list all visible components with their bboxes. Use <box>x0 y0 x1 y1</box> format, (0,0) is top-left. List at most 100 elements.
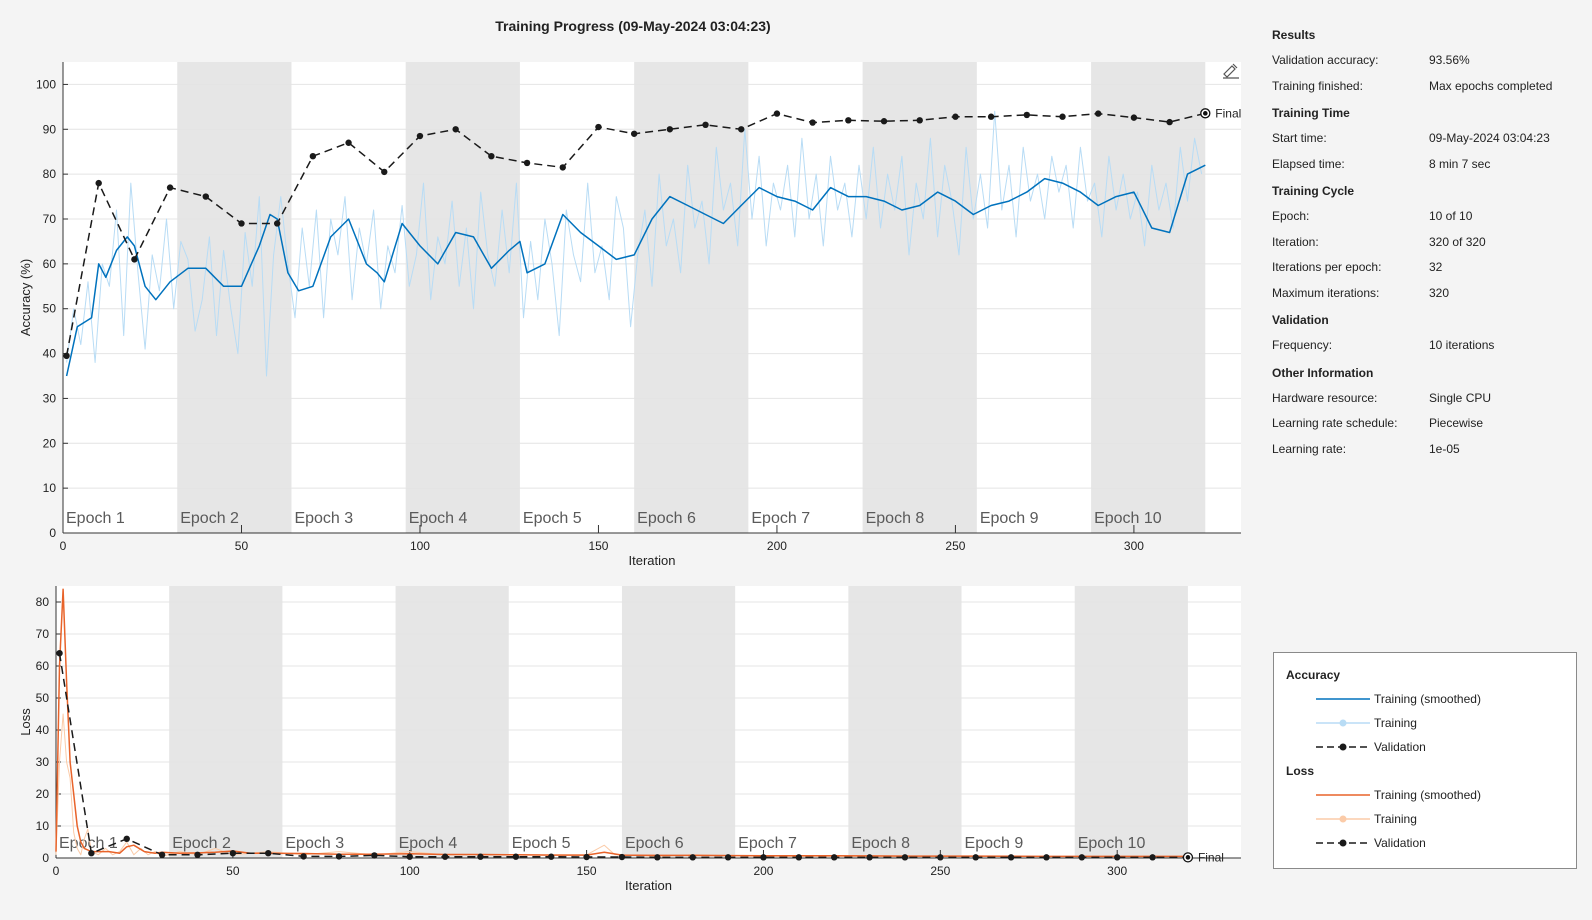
loss-chart[interactable]: Epoch 1 Epoch 2 Epoch 3 Epoch 4 Epoch 5 Epoch… <box>0 580 1260 900</box>
loss-epoch-label: Epoch 10 <box>1078 835 1146 852</box>
loss-validation-point <box>618 853 626 861</box>
loss-epoch-label: Epoch 2 <box>172 835 231 852</box>
legend-line-icon <box>1316 794 1370 796</box>
results-panel: Results Validation accuracy: 93.56% Trainin… <box>1272 24 1572 465</box>
accuracy-validation-point <box>345 139 352 146</box>
results-value: 320 <box>1429 285 1450 300</box>
results-value: 1e-05 <box>1429 441 1460 456</box>
accuracy-chart[interactable]: Epoch 1 Epoch 2 Epoch 3 Epoch 4 Epoch 5 Epoch… <box>0 40 1260 580</box>
accuracy-x-tick-label: 300 <box>1124 539 1144 553</box>
loss-y-tick-label: 0 <box>42 851 49 865</box>
loss-x-tick-label: 100 <box>400 864 420 878</box>
loss-validation-point <box>724 854 732 861</box>
accuracy-validation-point <box>952 113 959 120</box>
results-row: Frequency: 10 iterations <box>1272 336 1572 362</box>
loss-epoch-band <box>621 586 736 858</box>
export-icon-base <box>1223 63 1239 79</box>
loss-epoch-band <box>848 586 962 858</box>
loss-x-tick-label: 300 <box>1107 864 1127 878</box>
loss-validation-point <box>1007 854 1015 861</box>
loss-validation-point <box>371 852 378 859</box>
loss-validation-point <box>406 853 413 860</box>
accuracy-y-tick-label: 50 <box>43 302 57 316</box>
results-label: Learning rate: <box>1272 441 1347 456</box>
accuracy-validation-point <box>666 126 674 133</box>
loss-final-label: Final <box>1198 850 1224 864</box>
accuracy-validation-point <box>273 220 281 227</box>
accuracy-x-tick-label: 200 <box>767 539 787 553</box>
accuracy-x-axis-label: Iteration <box>629 553 676 568</box>
accuracy-epoch-band <box>405 62 520 533</box>
accuracy-y-tick-label: 0 <box>49 526 56 540</box>
results-label: Training finished: <box>1272 78 1363 93</box>
loss-x-tick-label: 250 <box>930 864 950 878</box>
accuracy-epoch-band <box>1091 62 1206 533</box>
loss-validation-point <box>158 851 166 858</box>
accuracy-epoch-label: Epoch 1 <box>66 510 125 527</box>
results-row: Iterations per epoch: 32 <box>1272 258 1572 284</box>
loss-validation-point <box>300 853 307 860</box>
loss-validation-point <box>88 850 95 857</box>
accuracy-validation-point <box>738 126 745 133</box>
loss-x-axis-label: Iteration <box>625 878 672 893</box>
results-row: Iteration: 320 of 320 <box>1272 233 1572 259</box>
loss-validation-point <box>512 853 520 860</box>
accuracy-x-tick-label: 150 <box>588 539 608 553</box>
loss-y-axis-label: Loss <box>18 708 33 736</box>
loss-y-tick-label: 40 <box>36 723 50 737</box>
accuracy-validation-point <box>1130 114 1138 121</box>
accuracy-validation-point <box>559 164 566 171</box>
export-icon[interactable] <box>1223 63 1239 79</box>
results-value: Max epochs completed <box>1429 78 1553 93</box>
accuracy-validation-point <box>773 110 781 117</box>
accuracy-epoch-label: Epoch 4 <box>409 510 468 527</box>
legend-line-icon <box>1316 815 1370 823</box>
accuracy-validation-point <box>381 168 388 176</box>
legend-line-icon <box>1316 839 1370 847</box>
accuracy-x-tick-label: 250 <box>945 539 965 553</box>
accuracy-validation-point <box>1059 113 1066 120</box>
loss-validation-point <box>866 854 873 861</box>
accuracy-validation-point <box>238 220 245 227</box>
results-section-title: Other Information <box>1272 365 1374 380</box>
accuracy-epoch-band <box>177 62 292 533</box>
loss-validation-point <box>937 854 944 861</box>
results-section-title: Validation <box>1272 313 1329 327</box>
accuracy-series-training-smoothed <box>65 164 1206 377</box>
loss-validation-point <box>477 853 484 860</box>
loss-validation-point <box>123 835 130 842</box>
accuracy-validation-point <box>488 153 495 160</box>
accuracy-epoch-label: Epoch 9 <box>980 510 1039 527</box>
results-row: Start time: 09-May-2024 03:04:23 <box>1272 129 1572 155</box>
loss-epoch-band <box>1074 586 1188 858</box>
legend-line-icon <box>1316 743 1370 751</box>
loss-validation-point <box>194 851 201 858</box>
accuracy-validation-point <box>1023 111 1031 119</box>
legend-acc-smoothed: Training (smoothed) <box>1314 690 1481 708</box>
accuracy-validation-point <box>916 117 923 124</box>
loss-epoch-label: Epoch 3 <box>285 835 344 852</box>
loss-validation-point <box>654 854 661 861</box>
loss-epoch-label: Epoch 6 <box>625 835 684 852</box>
results-value: 32 <box>1429 260 1443 274</box>
loss-y-tick-label: 30 <box>36 755 50 769</box>
results-section-title: Training Time <box>1272 106 1350 120</box>
accuracy-validation-point <box>702 121 709 128</box>
loss-validation-point <box>1043 854 1050 861</box>
legend-line-icon <box>1316 698 1370 700</box>
results-row: Maximum iterations: 320 <box>1272 284 1572 310</box>
loss-epoch-label: Epoch 4 <box>399 835 458 852</box>
results-label: Learning rate schedule: <box>1272 416 1398 430</box>
loss-validation-point <box>831 854 838 861</box>
loss-validation-point <box>1113 854 1121 861</box>
legend-acc-training: Training <box>1314 714 1417 732</box>
accuracy-validation-point <box>452 126 459 133</box>
accuracy-y-tick-label: 100 <box>36 77 56 91</box>
loss-validation-point <box>972 854 979 861</box>
accuracy-y-tick-label: 30 <box>43 391 57 405</box>
legend-loss-training: Training <box>1314 810 1417 828</box>
loss-x-tick-label: 200 <box>753 864 773 878</box>
accuracy-epoch-label: Epoch 6 <box>637 510 696 527</box>
results-label: Hardware resource: <box>1272 390 1378 405</box>
results-value: 10 of 10 <box>1429 209 1473 223</box>
